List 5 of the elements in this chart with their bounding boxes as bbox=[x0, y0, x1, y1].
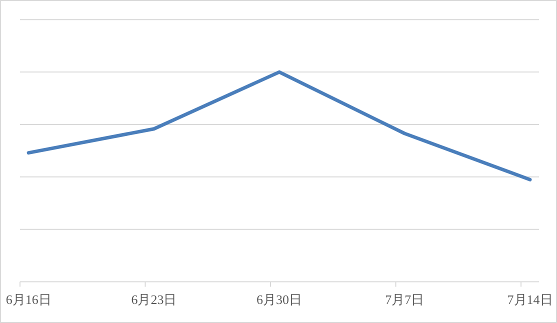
x-tick-label: 6月30日 bbox=[256, 292, 302, 307]
x-tick-label: 6月16日 bbox=[6, 292, 52, 307]
x-tick-label: 6月23日 bbox=[131, 292, 177, 307]
x-tick-label: 7月14日 bbox=[507, 292, 553, 307]
x-tick-label: 7月7日 bbox=[385, 292, 424, 307]
